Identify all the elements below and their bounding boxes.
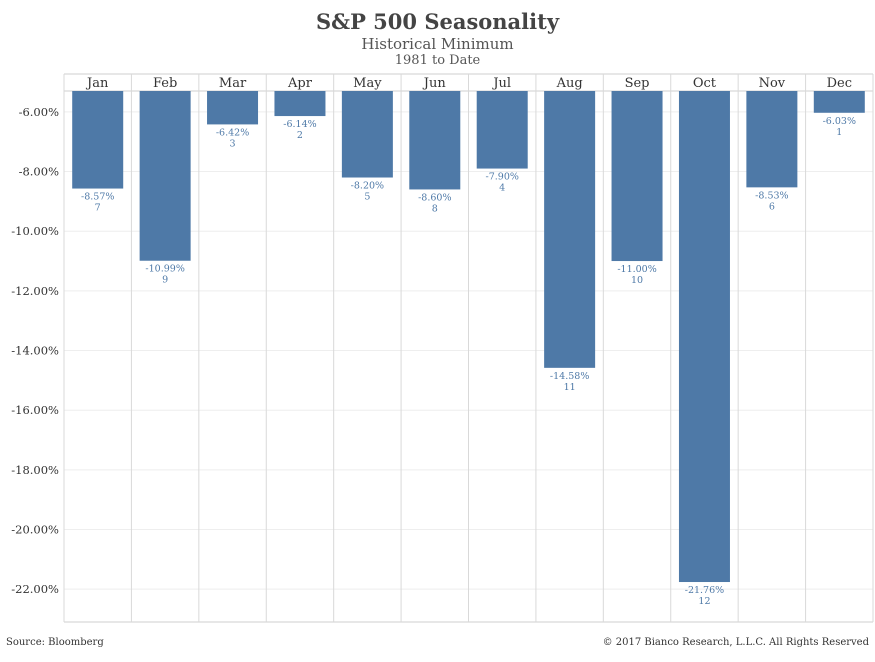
- value-label-sep: -11.00%: [617, 264, 656, 275]
- value-label-feb: -10.99%: [145, 264, 184, 275]
- rank-label-jun: 8: [432, 203, 438, 214]
- rank-label-jul: 4: [499, 183, 505, 194]
- bar-aug: [544, 91, 596, 368]
- bar-dec: [813, 91, 865, 113]
- value-label-jul: -7.90%: [486, 172, 519, 183]
- rank-label-feb: 9: [162, 275, 168, 286]
- rank-label-aug: 11: [564, 382, 576, 393]
- y-tick-label: -10.00%: [11, 224, 59, 238]
- value-label-apr: -6.14%: [283, 119, 316, 130]
- rank-label-oct: 12: [698, 596, 710, 607]
- y-tick-label: -14.00%: [11, 344, 59, 358]
- value-label-dec: -6.03%: [823, 116, 856, 127]
- bar-nov: [746, 91, 798, 188]
- y-tick-label: -8.00%: [19, 165, 59, 179]
- y-tick-label: -12.00%: [11, 284, 59, 298]
- month-label-apr: Apr: [287, 76, 313, 91]
- bar-may: [341, 91, 393, 178]
- month-label-oct: Oct: [693, 76, 717, 91]
- grid-layer: [63, 73, 874, 623]
- bar-sep: [611, 91, 663, 262]
- value-label-oct: -21.76%: [685, 585, 724, 596]
- y-tick-label: -6.00%: [19, 105, 59, 119]
- rank-label-mar: 3: [230, 138, 236, 149]
- month-label-may: May: [353, 76, 382, 91]
- value-label-jun: -8.60%: [418, 192, 451, 203]
- chart-subtitle: Historical Minimum: [361, 35, 514, 53]
- bars-layer: [72, 91, 865, 583]
- rank-label-jan: 7: [95, 203, 101, 214]
- value-label-mar: -6.42%: [216, 127, 249, 138]
- y-tick-label: -22.00%: [11, 582, 59, 596]
- copyright-note: © 2017 Bianco Research, L.L.C. All Right…: [602, 637, 869, 648]
- rank-label-may: 5: [364, 192, 370, 203]
- chart-title: S&P 500 Seasonality: [315, 9, 560, 34]
- month-label-sep: Sep: [625, 76, 650, 91]
- value-label-nov: -8.53%: [755, 190, 788, 201]
- month-label-jul: Jul: [491, 76, 511, 91]
- source-note: Source: Bloomberg: [6, 637, 104, 648]
- bar-jan: [72, 91, 124, 189]
- value-label-may: -8.20%: [351, 181, 384, 192]
- month-label-jun: Jun: [422, 76, 447, 91]
- bar-feb: [139, 91, 191, 261]
- rank-label-apr: 2: [297, 130, 303, 141]
- labels-layer: -6.00% -8.00% -10.00% -12.00% -14.00% -16.00%…: [11, 76, 856, 607]
- bar-mar: [207, 91, 259, 125]
- month-label-nov: Nov: [759, 76, 786, 91]
- month-label-jan: Jan: [85, 76, 109, 91]
- month-label-dec: Dec: [827, 76, 852, 91]
- y-tick-label: -20.00%: [11, 523, 59, 537]
- rank-label-dec: 1: [836, 127, 842, 138]
- month-label-mar: Mar: [219, 76, 247, 91]
- bar-jul: [476, 91, 528, 169]
- month-label-feb: Feb: [153, 76, 177, 91]
- y-tick-label: -18.00%: [11, 463, 59, 477]
- value-label-aug: -14.58%: [550, 371, 589, 382]
- chart-date-range: 1981 to Date: [394, 53, 481, 68]
- rank-label-sep: 10: [631, 275, 643, 286]
- bar-jun: [409, 91, 461, 190]
- value-label-jan: -8.57%: [81, 192, 114, 203]
- bar-apr: [274, 91, 326, 117]
- y-tick-label: -16.00%: [11, 403, 59, 417]
- rank-label-nov: 6: [769, 201, 775, 212]
- month-label-aug: Aug: [556, 76, 583, 91]
- bar-oct: [678, 91, 730, 583]
